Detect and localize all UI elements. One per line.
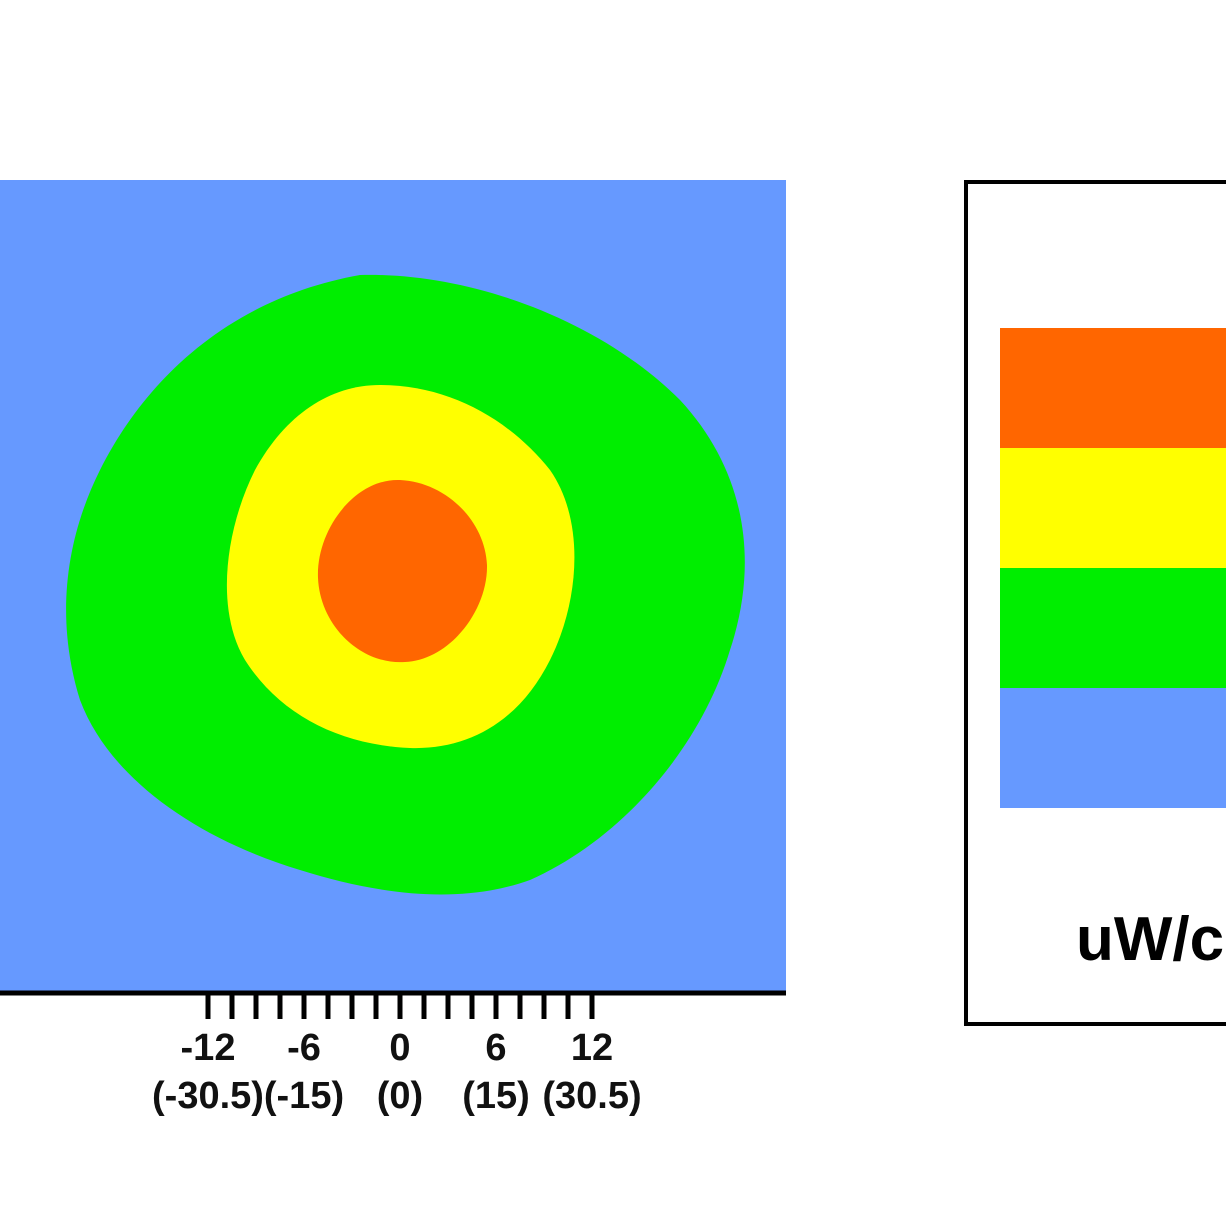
legend-swatch-level-1 <box>1000 688 1226 808</box>
legend-swatch-level-2 <box>1000 568 1226 688</box>
legend-swatch-level-3 <box>1000 448 1226 568</box>
legend-swatch-level-4 <box>1000 328 1226 448</box>
x-tick-sublabel: (0) <box>377 1075 423 1117</box>
x-tick-label: 6 <box>485 1027 506 1069</box>
x-tick-sublabel: (30.5) <box>542 1075 641 1117</box>
x-tick-sublabel: (-15) <box>264 1075 344 1117</box>
x-axis-tick-labels: -12 (-30.5) -6 (-15) 0 (0) 6 (15) 12 (30.5) <box>152 1027 642 1117</box>
x-axis-ticks <box>205 993 595 1019</box>
legend-unit-label: uW/c <box>1076 905 1225 974</box>
x-tick-label: 0 <box>389 1027 410 1069</box>
x-tick-label: -6 <box>287 1027 321 1069</box>
x-tick-label: -12 <box>181 1027 236 1069</box>
contour-level-4 <box>317 479 488 663</box>
x-tick-sublabel: (15) <box>462 1075 530 1117</box>
legend: uW/c <box>964 180 1226 1026</box>
x-tick-label: 12 <box>571 1027 613 1069</box>
x-tick-sublabel: (-30.5) <box>152 1075 264 1117</box>
